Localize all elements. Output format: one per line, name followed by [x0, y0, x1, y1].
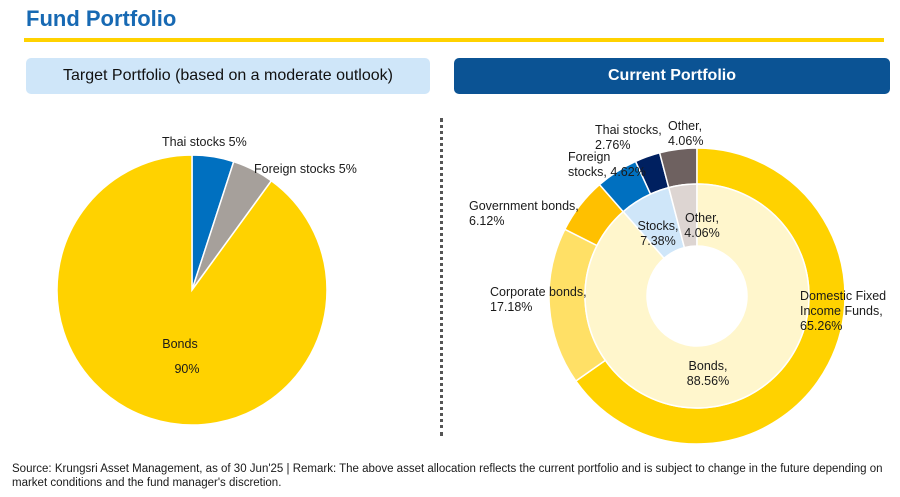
- target-portfolio-pie: [56, 154, 328, 426]
- inner-label-stocks: Stocks, 7.38%: [638, 219, 679, 248]
- current-portfolio-outer-ring: [548, 147, 846, 445]
- title-underline: [24, 38, 884, 42]
- outer-label-corporate-bonds: Corporate bonds, 17.18%: [490, 285, 587, 314]
- target-portfolio-header: Target Portfolio (based on a moderate ou…: [26, 58, 430, 94]
- current-portfolio-inner-ring: [584, 183, 810, 409]
- source-footnote: Source: Krungsri Asset Management, as of…: [12, 463, 883, 489]
- target-portfolio-labels: Thai stocks 5% Foreign stocks 5% Bonds 90%: [162, 135, 357, 376]
- target-label-foreign-stocks: Foreign stocks 5%: [254, 162, 357, 176]
- target-value-bonds: 90%: [174, 362, 199, 376]
- inner-label-other: Other, 4.06%: [684, 211, 719, 240]
- outer-label-domestic-fixed-income-funds: Domestic Fixed Income Funds, 65.26%: [800, 289, 886, 333]
- page-title: Fund Portfolio: [26, 6, 177, 31]
- inner-slice-bonds: [584, 183, 810, 409]
- target-label-bonds: Bonds: [162, 337, 197, 351]
- current-portfolio-header: Current Portfolio: [454, 58, 890, 94]
- outer-label-government-bonds: Government bonds, 6.12%: [469, 199, 579, 228]
- panel-divider: [440, 118, 443, 436]
- target-slice-bonds: [56, 154, 328, 426]
- outer-label-other: Other, 4.06%: [668, 119, 703, 148]
- current-portfolio-header-label: Current Portfolio: [608, 67, 736, 84]
- inner-label-bonds: Bonds, 88.56%: [687, 359, 729, 388]
- current-portfolio-labels: Thai stocks, 2.76%Other, 4.06%Domestic Fix…: [469, 119, 886, 388]
- outer-label-thai-stocks: Thai stocks, 2.76%: [595, 123, 662, 152]
- outer-label-foreign-stocks: Foreign stocks, 4.62%: [568, 150, 646, 179]
- portfolio-charts: Thai stocks 5%Foreign stocks 5%Bonds90% …: [56, 119, 886, 445]
- target-label-thai-stocks: Thai stocks 5%: [162, 135, 247, 149]
- target-portfolio-header-label: Target Portfolio (based on a moderate ou…: [63, 67, 393, 84]
